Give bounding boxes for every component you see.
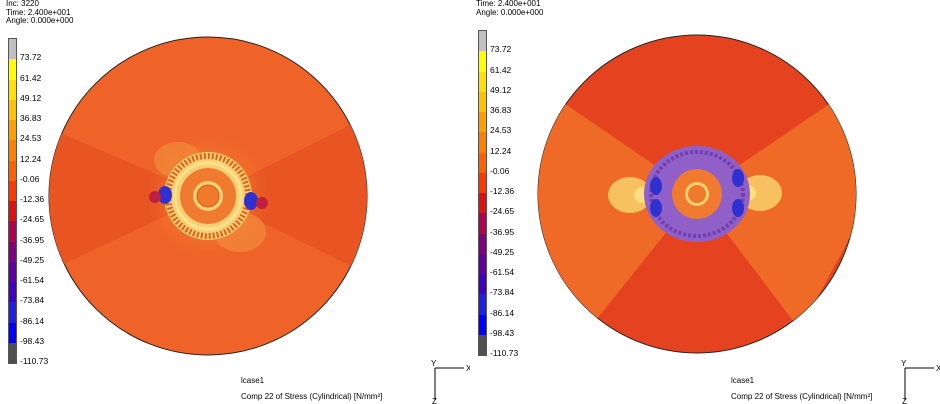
legend-color-segment [9, 99, 16, 120]
legend-color-segment [9, 201, 16, 222]
low-stress-spot-right [244, 192, 258, 210]
stress-contour-plot [48, 36, 368, 356]
left-result-panel: Inc: 3220 Time: 2.400e+001 Angle: 0.000e… [6, 0, 470, 404]
legend-value-label: -49.25 [20, 254, 45, 265]
legend-color-segment [9, 160, 16, 181]
legend-color-segment [479, 51, 486, 72]
legend-color-segment [479, 31, 486, 52]
legend-color-segment [9, 140, 16, 161]
legend-value-label: -24.65 [20, 214, 45, 225]
legend-color-segment [479, 172, 486, 193]
bore [196, 184, 220, 208]
legend-value-label: -73.84 [20, 295, 45, 306]
legend-color-segment [479, 334, 486, 355]
sector-left [49, 120, 208, 280]
legend-color-segment [479, 274, 486, 295]
legend-color-segment [479, 112, 486, 133]
legend-value-label: 12.24 [490, 145, 512, 156]
header-line: Time: 2.400e+001 [476, 0, 541, 8]
axis-z-label: Z [902, 397, 907, 404]
legend-value-label: -36.95 [20, 234, 45, 245]
axis-x-label: X [936, 364, 940, 373]
legend-color-segment [9, 221, 16, 242]
legend-value-label: -12.36 [20, 194, 45, 204]
hot-spot-left [608, 177, 652, 213]
header-line: Angle: 0.000e+000 [6, 16, 74, 25]
legend-value-label: -61.54 [20, 275, 45, 285]
low-stress-spot-left [158, 186, 172, 204]
legend-color-segment [9, 261, 16, 282]
legend-color-segment [9, 39, 16, 60]
legend-value-label: -98.43 [20, 335, 45, 346]
legend-value-label: 36.83 [490, 105, 512, 115]
header-line: Angle: 0.000e+000 [476, 7, 544, 17]
legend-value-label: 24.53 [20, 133, 42, 144]
legend-color-segment [9, 342, 16, 363]
legend-color-segment [479, 91, 486, 112]
legend-color-segment [479, 71, 486, 92]
load-case-label: lcase1 [241, 376, 265, 385]
header-info: Time: 2.400e+001 Angle: 0.000e+000 [476, 0, 543, 17]
legend-value-label: 61.42 [20, 72, 42, 83]
legend-value-label: -86.14 [20, 315, 45, 326]
legend-color-segment [9, 282, 16, 303]
legend-color-segment [479, 132, 486, 153]
axis-z-label: Z [432, 397, 437, 404]
sector-right [208, 105, 367, 285]
legend-value-label: -0.06 [20, 173, 40, 184]
color-legend-bar [478, 30, 487, 356]
header-line: Time: 2.400e+001 [6, 7, 71, 17]
quantity-label: Comp 22 of Stress (Cylindrical) [N/mm²] [241, 392, 383, 401]
legend-value-label: -110.73 [490, 348, 519, 358]
legend-color-segment [479, 233, 486, 254]
legend-value-label: 49.12 [490, 84, 512, 95]
legend-value-label: 61.42 [490, 64, 512, 75]
legend-value-label: -12.36 [490, 186, 515, 196]
legend-color-segment [479, 294, 486, 315]
legend-value-label: -0.06 [490, 165, 510, 176]
axis-triad: X Y Z [901, 359, 940, 404]
legend-value-label: -49.25 [490, 246, 515, 257]
right-result-panel: Time: 2.400e+001 Angle: 0.000e+000 73.72… [470, 0, 940, 404]
header-info: Inc: 3220 Time: 2.400e+001 Angle: 0.000e… [6, 0, 73, 26]
legend-value-label: 36.83 [20, 113, 42, 123]
quantity-label: Comp 22 of Stress (Cylindrical) [N/mm²] [731, 392, 873, 401]
axis-y-label: Y [431, 359, 437, 368]
axis-x-label: X [466, 364, 470, 373]
color-legend-bar [8, 38, 17, 364]
legend-value-label: 49.12 [20, 92, 42, 103]
legend-color-segment [9, 241, 16, 262]
legend-value-label: -61.54 [490, 267, 515, 277]
legend-value-label: -86.14 [490, 307, 515, 318]
axis-triad: X Y Z [431, 359, 470, 404]
legend-value-label: 73.72 [20, 52, 42, 63]
legend-color-segment [9, 59, 16, 80]
legend-value-label: 24.53 [490, 125, 512, 136]
legend-color-segment [479, 253, 486, 274]
legend-color-segment [479, 314, 486, 335]
legend-value-label: -36.95 [490, 226, 515, 237]
legend-color-segment [479, 193, 486, 214]
legend-value-label: -73.84 [490, 287, 515, 298]
legend-color-segment [479, 152, 486, 173]
legend-color-segment [9, 180, 16, 201]
legend-value-label: -98.43 [490, 327, 515, 338]
header-line: Inc: 3220 [6, 0, 39, 8]
legend-value-label: -110.73 [20, 356, 49, 366]
stress-contour-plot [537, 34, 857, 354]
legend-color-segment [9, 302, 16, 323]
legend-color-segment [9, 120, 16, 141]
legend-value-label: 12.24 [20, 153, 42, 164]
legend-color-segment [479, 213, 486, 234]
legend-color-segment [9, 322, 16, 343]
load-case-label: lcase1 [731, 376, 755, 385]
axis-y-label: Y [901, 359, 907, 368]
legend-value-label: -24.65 [490, 206, 515, 217]
legend-color-segment [9, 79, 16, 100]
legend-value-label: 73.72 [490, 44, 512, 55]
sector-right [697, 90, 856, 330]
